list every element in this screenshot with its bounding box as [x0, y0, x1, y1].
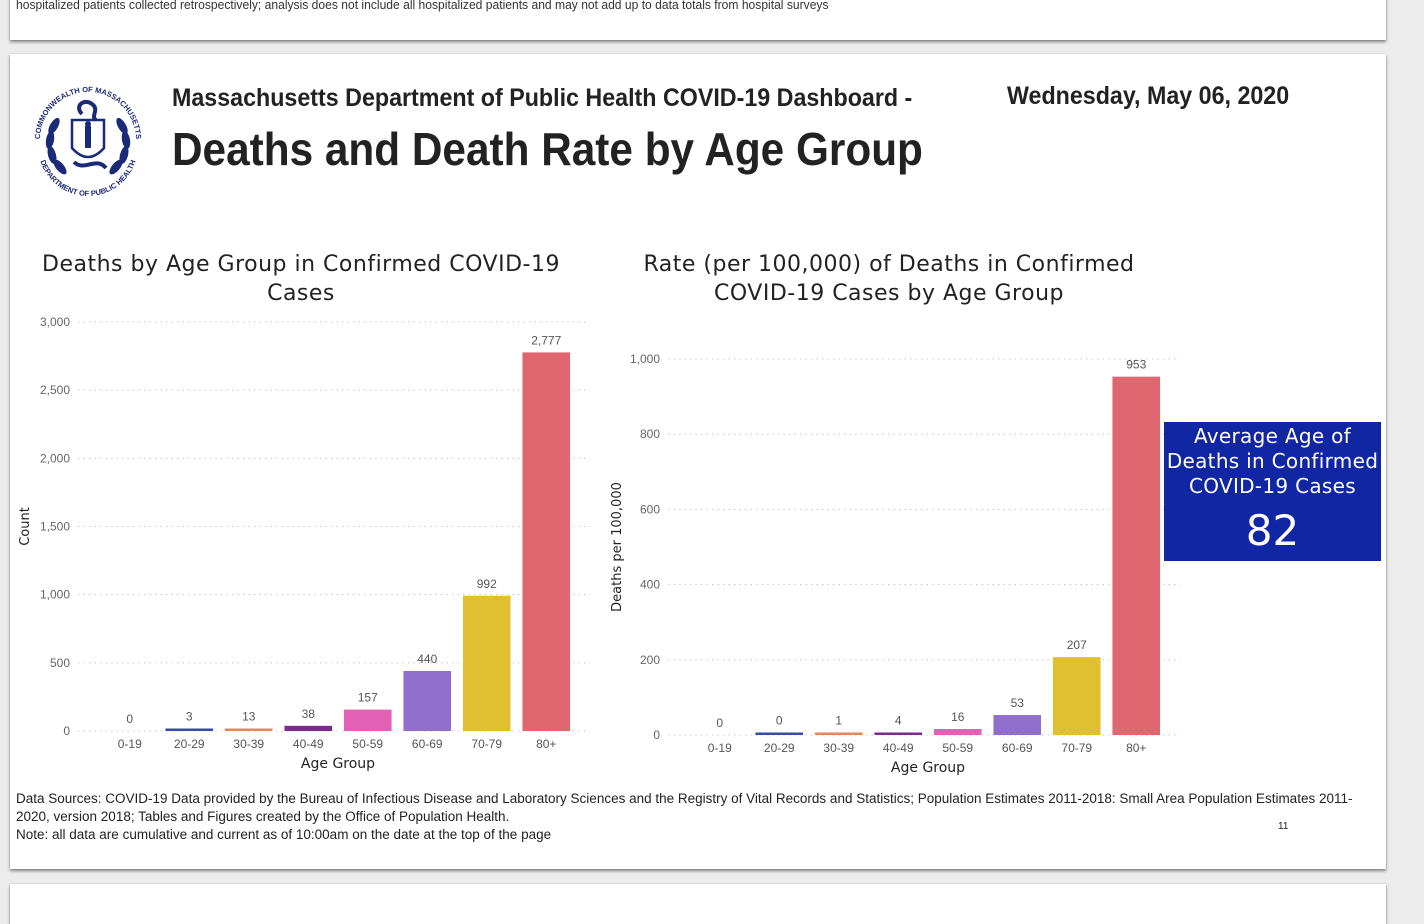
x-tick-label: 40-49 — [883, 741, 914, 755]
death-rate-chart-title: Rate (per 100,000) of Deaths in Confirme… — [643, 252, 1135, 306]
x-tick-label: 70-79 — [1061, 741, 1092, 755]
data-label: 157 — [358, 691, 378, 705]
x-tick-label: 20-29 — [764, 741, 795, 755]
next-page — [10, 884, 1386, 924]
x-tick-label: 30-39 — [823, 741, 854, 755]
bar-70-79 — [462, 595, 511, 731]
serpent-icon — [77, 99, 98, 122]
data-label: 13 — [242, 710, 256, 724]
page-number: 11 — [1278, 821, 1289, 832]
x-tick-label: 60-69 — [412, 737, 443, 751]
bar-50-59 — [343, 709, 392, 731]
bar-70-79 — [1052, 657, 1101, 735]
bar-40-49 — [874, 732, 923, 735]
x-tick-label: 60-69 — [1002, 741, 1033, 755]
y-tick-label: 1,000 — [40, 588, 70, 602]
y-tick-label: 0 — [63, 724, 70, 738]
y-tick-label: 500 — [50, 656, 70, 670]
x-tick-label: 40-49 — [293, 737, 324, 751]
data-sources-text: Data Sources: COVID-19 Data provided by … — [16, 791, 1353, 824]
death-rate-by-age-chart: 0 200 400 600 800 1,000 0 0-19 0 20-29 1 30-39 4 40-4… — [610, 352, 1180, 776]
note-text: Note: all data are cumulative and curren… — [16, 827, 552, 842]
data-label: 992 — [477, 577, 497, 591]
x-tick-label: 20-29 — [174, 737, 205, 751]
laurel-wreath-icon — [45, 117, 131, 175]
x-tick-label: 70-79 — [471, 737, 502, 751]
average-age-kpi-card: Average Age of Deaths in Confirmed COVID… — [1164, 422, 1381, 561]
bar-60-69 — [403, 671, 452, 731]
bar-20-29 — [755, 732, 804, 735]
bar-20-29 — [165, 728, 214, 731]
y-tick-label: 800 — [640, 427, 660, 441]
x-tick-label: 50-59 — [352, 737, 383, 751]
deaths-chart-title: Deaths by Age Group in Confirmed COVID-1… — [42, 252, 560, 306]
x-tick-label: 0-19 — [708, 741, 732, 755]
x-axis-title: Age Group — [301, 756, 375, 772]
data-label: 4 — [895, 714, 902, 728]
y-tick-label: 0 — [653, 728, 660, 742]
data-label: 38 — [302, 707, 316, 721]
footer-notes: Data Sources: COVID-19 Data provided by … — [16, 790, 1376, 844]
y-axis-title: Count — [18, 507, 33, 546]
data-label: 0 — [776, 714, 783, 728]
bar-60-69 — [993, 715, 1042, 735]
data-label: 1 — [835, 714, 842, 728]
data-label: 0 — [716, 716, 723, 730]
data-label: 3 — [186, 710, 193, 724]
data-label: 953 — [1126, 358, 1146, 372]
bar-80+ — [522, 352, 571, 731]
y-axis-title: Deaths per 100,000 — [610, 482, 625, 612]
massachusetts-dph-seal-icon: COMMONWEALTH OF MASSACHUSETTS DEPARTMENT… — [33, 85, 143, 198]
bar-30-39 — [224, 728, 273, 731]
kpi-value: 82 — [1245, 506, 1300, 555]
bar-50-59 — [933, 728, 982, 735]
data-label: 440 — [417, 652, 437, 666]
data-label: 0 — [126, 712, 133, 726]
y-tick-label: 200 — [640, 653, 660, 667]
data-label: 16 — [951, 710, 965, 724]
y-tick-label: 2,500 — [40, 383, 70, 397]
data-label: 53 — [1011, 696, 1025, 710]
report-date: Wednesday, May 06, 2020 — [1007, 82, 1290, 110]
x-tick-label: 80+ — [536, 737, 556, 751]
y-tick-label: 1,500 — [40, 520, 70, 534]
dashboard-title: Massachusetts Department of Public Healt… — [172, 84, 913, 112]
y-tick-label: 2,000 — [40, 451, 70, 465]
data-label: 207 — [1067, 638, 1087, 652]
data-label: 2,777 — [531, 333, 561, 347]
x-tick-label: 30-39 — [233, 737, 264, 751]
x-tick-label: 0-19 — [118, 737, 142, 751]
y-tick-label: 3,000 — [40, 315, 70, 329]
previous-page: hospitalized patients collected retrospe… — [10, 0, 1386, 40]
deaths-by-age-chart: 0 500 1,000 1,500 2,000 2,500 3,000 0 0-19 3 20-29… — [18, 315, 590, 772]
x-tick-label: 80+ — [1126, 741, 1146, 755]
kpi-label: Average Age of Deaths in Confirmed COVID… — [1166, 424, 1379, 498]
y-tick-label: 600 — [640, 502, 660, 516]
bar-80+ — [1112, 376, 1161, 735]
x-axis-title: Age Group — [891, 760, 965, 776]
bar-40-49 — [284, 725, 333, 731]
page-title: Deaths and Death Rate by Age Group — [172, 123, 923, 175]
dashboard-page: COMMONWEALTH OF MASSACHUSETTS DEPARTMENT… — [10, 54, 1386, 869]
bar-30-39 — [814, 732, 863, 735]
y-tick-label: 400 — [640, 578, 660, 592]
y-tick-label: 1,000 — [630, 352, 660, 366]
x-tick-label: 50-59 — [942, 741, 973, 755]
previous-page-footnote: hospitalized patients collected retrospe… — [16, 0, 829, 12]
